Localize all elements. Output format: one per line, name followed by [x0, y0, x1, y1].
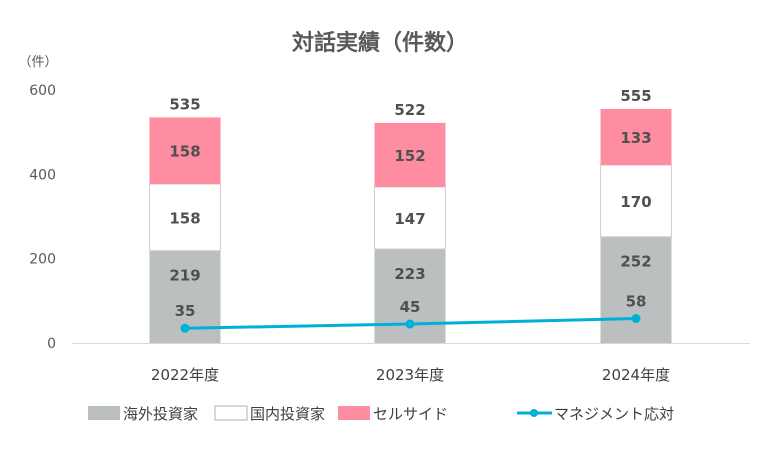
x-tick-label: 2022年度: [151, 366, 219, 384]
legend-label: 海外投資家: [123, 405, 198, 423]
y-axis-label: （件）: [18, 55, 57, 70]
x-tick-label: 2024年度: [602, 366, 670, 384]
legend-line-marker: [530, 409, 538, 417]
legend-swatch: [214, 405, 248, 421]
bar-total-label: 555: [620, 87, 651, 105]
legend-swatch: [338, 406, 370, 420]
bar-segment: [374, 122, 446, 187]
legend-label: セルサイド: [373, 405, 448, 423]
line-data-label: 35: [175, 302, 196, 320]
bar-segment: [149, 183, 221, 252]
chart-title: 対話実績（件数）: [292, 30, 468, 56]
bar-data-label: 219: [169, 267, 200, 285]
bar-segment: [374, 248, 446, 343]
bar-total-label: 522: [394, 101, 425, 119]
y-tick-label: 0: [47, 336, 56, 352]
bar-data-label: 158: [169, 209, 200, 227]
bar-data-label: 147: [394, 210, 425, 228]
bar-segment: [374, 186, 446, 250]
line-point: [405, 319, 415, 329]
bar-data-label: 133: [620, 129, 651, 147]
bar-data-label: 252: [620, 253, 651, 271]
y-tick-label: 600: [29, 83, 56, 99]
y-tick-label: 400: [29, 167, 56, 183]
line-point: [180, 323, 190, 333]
line-point: [631, 314, 641, 324]
legend-label: 国内投資家: [250, 405, 325, 423]
legend-swatch: [88, 406, 120, 420]
y-tick-label: 200: [29, 252, 56, 268]
bar-data-label: 223: [394, 265, 425, 283]
bar-segment: [600, 108, 672, 166]
line-data-label: 58: [626, 293, 647, 311]
bar-data-label: 170: [620, 193, 651, 211]
bar-segment: [149, 117, 221, 185]
bar-data-label: 158: [169, 143, 200, 161]
bar-data-label: 152: [394, 147, 425, 165]
bar-segment: [600, 236, 672, 343]
legend-label: マネジメント応対: [554, 405, 674, 423]
x-tick-label: 2023年度: [376, 366, 444, 384]
bar-total-label: 535: [169, 95, 200, 113]
line-data-label: 45: [400, 298, 421, 316]
